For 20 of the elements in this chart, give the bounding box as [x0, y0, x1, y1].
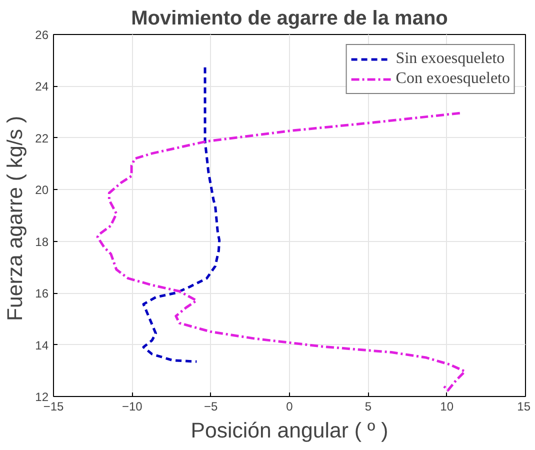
line-series	[96, 112, 466, 392]
x-axis-title: Posición angular ( º )	[190, 418, 388, 442]
legend-label: Con exoesqueleto	[396, 70, 510, 88]
y-axis-title: Fuerza agarre ( kg/s )	[3, 116, 28, 321]
x-tick-label: 10	[440, 400, 454, 414]
y-tick-label: 18	[35, 234, 49, 249]
line-series	[142, 66, 221, 363]
y-tick-label: 26	[35, 28, 49, 42]
x-tick-label: 0	[286, 400, 294, 414]
x-tick-label: −5	[204, 400, 218, 414]
y-tick-label: 16	[35, 286, 49, 301]
chart-title: Movimiento de agarre de la mano	[131, 8, 448, 30]
y-tick-label: 22	[35, 131, 49, 146]
x-tick-label: −10	[122, 400, 143, 414]
y-tick-label: 24	[35, 80, 49, 94]
x-tick-label: 15	[517, 400, 531, 414]
legend-label: Sin exoesqueleto	[396, 50, 505, 68]
y-tick-label: 14	[35, 338, 49, 352]
x-tick-label: 5	[364, 400, 372, 414]
y-tick-label: 20	[35, 183, 49, 198]
